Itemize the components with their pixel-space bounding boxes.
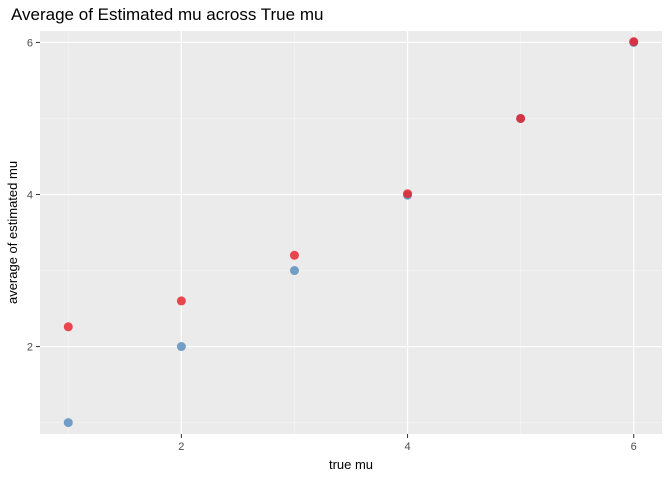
minor-grid: [40, 31, 662, 434]
y-tick-label: 2: [27, 342, 33, 354]
data-point: [403, 189, 413, 199]
data-point: [289, 250, 299, 260]
x-tick-label: 6: [631, 441, 637, 453]
chart-title: Average of Estimated mu across True mu: [11, 5, 324, 24]
major-grid: [40, 31, 662, 434]
y-axis-title: average of estimated mu: [5, 161, 20, 304]
data-point: [176, 296, 186, 306]
data-point: [176, 342, 186, 352]
x-axis-title: true mu: [329, 457, 373, 472]
x-tick-label: 4: [404, 441, 410, 453]
x-tick-label: 2: [178, 441, 184, 453]
data-points: [63, 37, 639, 428]
y-tick-label: 4: [27, 189, 33, 201]
data-point: [289, 266, 299, 276]
y-tick-label: 6: [27, 37, 33, 49]
plot-panel: [40, 31, 662, 434]
axis-ticks: 2 4 6 2 4 6: [27, 37, 637, 453]
data-point: [629, 37, 639, 47]
data-point: [63, 418, 73, 428]
data-point: [516, 113, 526, 123]
data-point: [63, 322, 73, 332]
